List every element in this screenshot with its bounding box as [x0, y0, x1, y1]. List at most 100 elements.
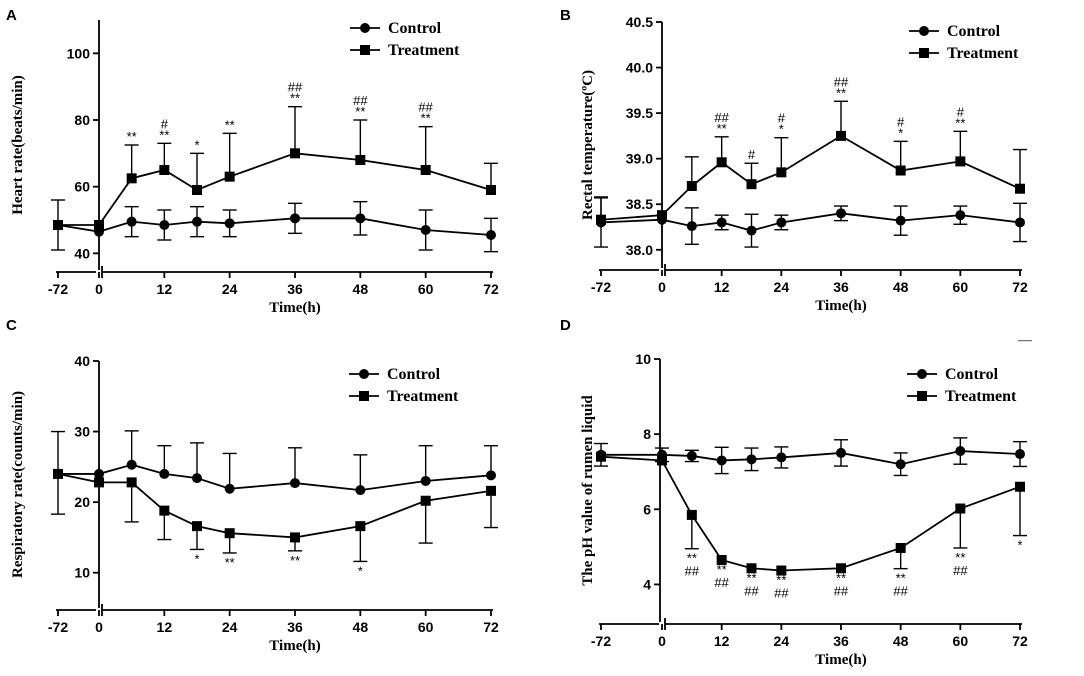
- data-point-square: [836, 130, 846, 141]
- legend-label: Treatment: [387, 388, 459, 405]
- data-point-circle: [895, 459, 906, 470]
- panel-d-rumen-ph: D 4 6 8 10 -72 0 12 24 36 48 60 72 Time(h) The pH valu…: [560, 317, 1028, 668]
- x-tick-label: 72: [483, 281, 499, 297]
- data-point-square: [290, 148, 300, 159]
- significance-mark: ##: [418, 100, 433, 115]
- series-control: [51, 430, 498, 496]
- significance-mark: **: [776, 573, 786, 588]
- significance-mark: **: [717, 562, 727, 577]
- data-point-square: [716, 555, 727, 566]
- x-tick-label: 48: [353, 281, 369, 297]
- significance-mark: #: [778, 111, 786, 126]
- data-point-square: [355, 521, 366, 532]
- x-tick-label: 36: [287, 281, 303, 297]
- data-point-square: [355, 155, 366, 165]
- data-point-circle: [486, 230, 496, 240]
- data-point-circle: [159, 468, 170, 479]
- x-tick-label: -72: [591, 633, 611, 649]
- data-point-square: [716, 157, 727, 168]
- data-point-circle: [746, 225, 757, 236]
- data-point-circle: [355, 485, 366, 496]
- series-treatment: **## **## **##**##**##**##**##*: [596, 451, 1027, 601]
- x-tick-label: -72: [48, 619, 68, 635]
- data-point-square: [596, 451, 606, 462]
- panel-b-rectal-temperature: B 38.0 38.5 39.0 39.5 40.0 40.5 -72 0 12 24 36 48 60 7…: [560, 7, 1028, 314]
- data-point-circle: [159, 220, 170, 230]
- data-point-circle: [192, 473, 202, 484]
- y-axis-title: Respiratory rate(counts/min): [10, 391, 26, 578]
- x-tick-label: 72: [1012, 633, 1028, 649]
- significance-mark: **: [355, 104, 365, 119]
- significance-mark: ##: [774, 586, 789, 601]
- significance-mark: ##: [893, 584, 908, 599]
- data-point-circle: [836, 447, 846, 458]
- data-point-square: [1015, 481, 1025, 492]
- series-treatment: ##**##*##**#*#**: [594, 74, 1027, 225]
- significance-mark: **: [127, 129, 137, 144]
- y-tick-label: 20: [74, 494, 90, 510]
- y-axis-title: Rectal temperature(ºC): [580, 70, 596, 220]
- data-point-circle: [895, 215, 906, 226]
- y-tick-label: 60: [74, 179, 90, 195]
- significance-mark: ##: [288, 80, 303, 95]
- y-tick-label: 8: [643, 426, 651, 442]
- x-tick-label: 60: [953, 279, 969, 295]
- x-axis-title: Time(h): [269, 638, 320, 654]
- data-point-square: [686, 181, 697, 191]
- legend-label: Control: [947, 23, 1001, 40]
- series-line: [58, 463, 492, 492]
- significance-mark: **: [717, 121, 727, 136]
- y-tick-label: 4: [643, 576, 651, 592]
- significance-mark: ##: [714, 110, 729, 125]
- x-tick-label: 48: [893, 279, 909, 295]
- y-tick-label: 40: [74, 353, 90, 369]
- data-point-square: [420, 165, 431, 175]
- data-point-circle: [716, 455, 727, 466]
- y-tick-label: 80: [74, 112, 90, 128]
- panel-letter: B: [560, 7, 571, 24]
- y-tick-label: 40.0: [626, 60, 653, 76]
- data-point-square: [290, 532, 300, 543]
- significance-mark: ##: [953, 563, 968, 578]
- significance-mark: **: [836, 570, 846, 585]
- legend-marker-circle: [919, 26, 929, 36]
- series-treatment: * ** ***: [51, 468, 498, 578]
- data-point-square: [486, 485, 496, 496]
- significance-mark: #: [897, 114, 905, 129]
- significance-mark: ##: [834, 583, 849, 598]
- y-tick-label: 38.5: [626, 196, 653, 212]
- legend: Control Treatment: [907, 366, 1017, 405]
- x-tick-label: 48: [353, 619, 369, 635]
- significance-mark: *: [779, 122, 784, 137]
- legend-label: Control: [388, 20, 442, 37]
- x-axis-title: Time(h): [269, 300, 320, 316]
- y-tick-label: 39.5: [626, 105, 653, 121]
- significance-mark: **: [836, 85, 846, 100]
- data-point-square: [657, 210, 667, 221]
- legend: Control Treatment: [909, 23, 1019, 62]
- data-point-square: [420, 495, 431, 506]
- series-control: [594, 197, 1027, 248]
- data-point-circle: [1015, 217, 1025, 228]
- significance-mark: **: [421, 111, 431, 126]
- significance-mark: **: [159, 127, 169, 142]
- series-control: [51, 199, 498, 253]
- panel-c-respiratory-rate: C 10 20 30 40 -72 0 12 24 36 48 60 72 Time(h) Respirat…: [6, 317, 499, 654]
- data-point-circle: [836, 208, 846, 219]
- data-point-square: [94, 477, 104, 488]
- data-point-circle: [94, 468, 104, 479]
- x-tick-label: 60: [418, 281, 434, 297]
- series-line: [57, 217, 492, 236]
- significance-mark: ##: [834, 74, 849, 89]
- y-tick-label: 39.0: [626, 151, 653, 167]
- y-axis-title: The pH value of rumen liquid: [580, 395, 596, 586]
- significance-mark: *: [1017, 538, 1022, 553]
- data-point-square: [192, 185, 202, 195]
- x-tick-label: 60: [953, 633, 969, 649]
- x-tick-label: 24: [774, 633, 790, 649]
- data-point-square: [776, 565, 787, 576]
- series-line: [57, 473, 492, 539]
- x-tick-label: 24: [774, 279, 790, 295]
- data-point-circle: [776, 217, 787, 228]
- x-tick-label: 36: [833, 633, 849, 649]
